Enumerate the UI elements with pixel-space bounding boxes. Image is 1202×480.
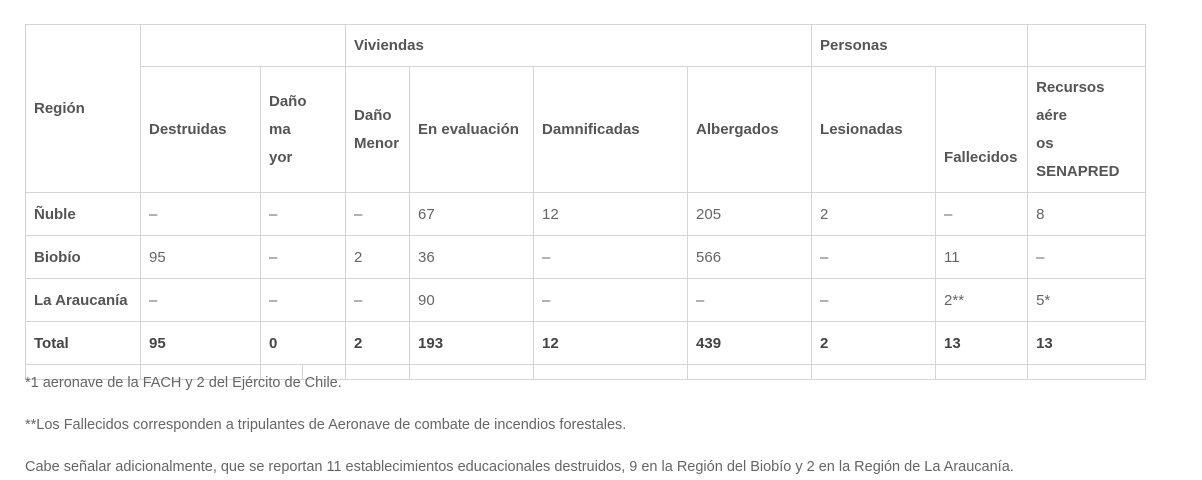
empty-cell (687, 364, 813, 380)
cell-dano-mayor: – (259, 278, 347, 322)
empty-cell (301, 364, 347, 380)
header-region: Región (25, 24, 141, 193)
total-dano-menor: 2 (345, 321, 411, 365)
header-en-evaluacion: En evaluación (409, 66, 535, 193)
empty-cell (1027, 364, 1147, 380)
row-region: Ñuble (25, 192, 141, 236)
cell-en-evaluacion: 36 (409, 235, 535, 279)
cell-dano-menor: 2 (345, 235, 411, 279)
cell-damnificadas: 12 (533, 192, 689, 236)
header-lesionadas: Lesionadas (811, 66, 937, 193)
table-row: Biobío 95 – 2 36 – 566 – 11 – (25, 235, 1147, 279)
cell-dano-mayor: – (259, 235, 347, 279)
header-dano-menor: Daño Menor (345, 66, 411, 193)
cell-dano-mayor: – (259, 192, 347, 236)
total-fallecidos: 13 (935, 321, 1029, 365)
cell-destruidas: – (140, 192, 261, 236)
header-recursos-aereos: Recursos aére os SENAPRED (1027, 66, 1147, 193)
cell-albergados: – (687, 278, 813, 322)
cell-en-evaluacion: 67 (409, 192, 535, 236)
empty-cell (533, 364, 689, 380)
cell-dano-menor: – (345, 192, 411, 236)
row-region: Biobío (25, 235, 141, 279)
total-en-evaluacion: 193 (409, 321, 535, 365)
empty-cell (811, 364, 937, 380)
cell-recursos-aereos: – (1027, 235, 1147, 279)
footnote-fallecidos: **Los Fallecidos corresponden a tripulan… (25, 417, 627, 433)
empty-cell (409, 364, 535, 380)
header-blank-cell (139, 24, 347, 67)
total-lesionadas: 2 (811, 321, 937, 365)
cell-dano-menor: – (345, 278, 411, 322)
total-recursos-aereos: 13 (1027, 321, 1147, 365)
total-row: Total 95 0 2 193 12 439 2 13 13 (25, 321, 1147, 365)
header-row-groups: Región Viviendas Personas (25, 24, 1147, 193)
cell-albergados: 566 (687, 235, 813, 279)
header-group-viviendas: Viviendas (345, 24, 813, 67)
cell-damnificadas: – (533, 278, 689, 322)
header-destruidas: Destruidas (140, 66, 261, 193)
footnote-aircraft: *1 aeronave de la FACH y 2 del Ejército … (25, 375, 342, 391)
emergency-report-table: Región Viviendas Personas Destruidas Dañ… (25, 24, 1147, 380)
header-row-columns: Destruidas Daño ma yor Daño Menor En evalu… (26, 66, 1147, 193)
empty-cell (935, 364, 1029, 380)
header-albergados: Albergados (687, 66, 813, 193)
cell-lesionadas: 2 (811, 192, 937, 236)
total-label: Total (25, 321, 141, 365)
cell-fallecidos: 2** (935, 278, 1029, 322)
total-destruidas: 95 (140, 321, 261, 365)
header-dano-mayor: Daño ma yor (259, 66, 347, 193)
total-dano-mayor: 0 (259, 321, 347, 365)
cell-lesionadas: – (811, 235, 937, 279)
cell-recursos-aereos: 5* (1027, 278, 1147, 322)
total-damnificadas: 12 (533, 321, 689, 365)
header-group-personas: Personas (811, 24, 1029, 67)
total-albergados: 439 (687, 321, 813, 365)
cell-fallecidos: 11 (935, 235, 1029, 279)
note-schools: Cabe señalar adicionalmente, que se repo… (25, 459, 1014, 475)
header-blank-cell (1027, 24, 1147, 67)
header-damnificadas: Damnificadas (533, 66, 689, 193)
cell-damnificadas: – (533, 235, 689, 279)
cell-en-evaluacion: 90 (409, 278, 535, 322)
table-row: Ñuble – – – 67 12 205 2 – 8 (25, 192, 1147, 236)
cell-lesionadas: – (811, 278, 937, 322)
cell-destruidas: 95 (140, 235, 261, 279)
cell-destruidas: – (140, 278, 261, 322)
table-row: La Araucanía – – – 90 – – – 2** 5* (25, 278, 1147, 322)
cell-fallecidos: – (935, 192, 1029, 236)
row-region: La Araucanía (25, 278, 141, 322)
cell-albergados: 205 (687, 192, 813, 236)
cell-recursos-aereos: 8 (1027, 192, 1147, 236)
header-fallecidos: Fallecidos (935, 66, 1029, 193)
empty-cell (345, 364, 411, 380)
empty-row (25, 364, 1147, 380)
